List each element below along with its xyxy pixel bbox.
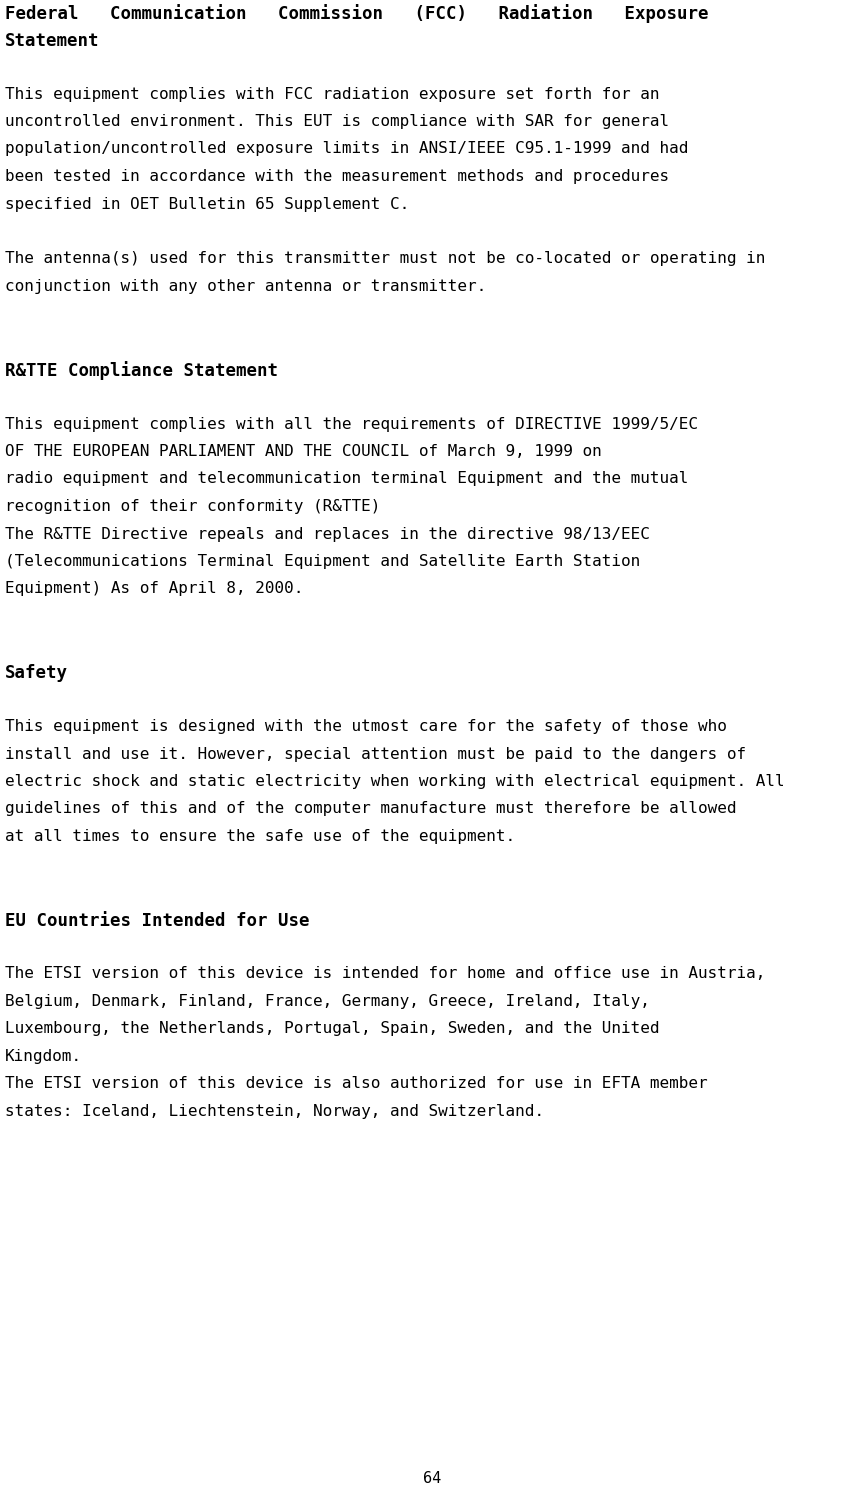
Text: recognition of their conformity (R&TTE): recognition of their conformity (R&TTE) (5, 499, 380, 514)
Text: population/uncontrolled exposure limits in ANSI/IEEE C95.1-1999 and had: population/uncontrolled exposure limits … (5, 142, 689, 157)
Text: This equipment complies with FCC radiation exposure set forth for an: This equipment complies with FCC radiati… (5, 87, 659, 102)
Text: states: Iceland, Liechtenstein, Norway, and Switzerland.: states: Iceland, Liechtenstein, Norway, … (5, 1103, 544, 1118)
Text: Kingdom.: Kingdom. (5, 1050, 82, 1065)
Text: electric shock and static electricity when working with electrical equipment. Al: electric shock and static electricity wh… (5, 773, 785, 788)
Text: R&TTE Compliance Statement: R&TTE Compliance Statement (5, 361, 278, 381)
Text: 64: 64 (422, 1471, 442, 1486)
Text: at all times to ensure the safe use of the equipment.: at all times to ensure the safe use of t… (5, 829, 515, 844)
Text: Statement: Statement (5, 31, 99, 49)
Text: (Telecommunications Terminal Equipment and Satellite Earth Station: (Telecommunications Terminal Equipment a… (5, 554, 640, 569)
Text: Safety: Safety (5, 664, 68, 682)
Text: The R&TTE Directive repeals and replaces in the directive 98/13/EEC: The R&TTE Directive repeals and replaces… (5, 527, 650, 542)
Text: Federal   Communication   Commission   (FCC)   Radiation   Exposure: Federal Communication Commission (FCC) R… (5, 4, 708, 22)
Text: The ETSI version of this device is intended for home and office use in Austria,: The ETSI version of this device is inten… (5, 966, 766, 981)
Text: been tested in accordance with the measurement methods and procedures: been tested in accordance with the measu… (5, 169, 669, 184)
Text: install and use it. However, special attention must be paid to the dangers of: install and use it. However, special att… (5, 746, 746, 761)
Text: guidelines of this and of the computer manufacture must therefore be allowed: guidelines of this and of the computer m… (5, 802, 736, 817)
Text: specified in OET Bulletin 65 Supplement C.: specified in OET Bulletin 65 Supplement … (5, 197, 410, 212)
Text: This equipment complies with all the requirements of DIRECTIVE 1999/5/EC: This equipment complies with all the req… (5, 417, 698, 431)
Text: This equipment is designed with the utmost care for the safety of those who: This equipment is designed with the utmo… (5, 720, 727, 735)
Text: radio equipment and telecommunication terminal Equipment and the mutual: radio equipment and telecommunication te… (5, 472, 689, 487)
Text: Belgium, Denmark, Finland, France, Germany, Greece, Ireland, Italy,: Belgium, Denmark, Finland, France, Germa… (5, 994, 650, 1009)
Text: The antenna(s) used for this transmitter must not be co-located or operating in: The antenna(s) used for this transmitter… (5, 251, 766, 266)
Text: Equipment) As of April 8, 2000.: Equipment) As of April 8, 2000. (5, 581, 303, 597)
Text: conjunction with any other antenna or transmitter.: conjunction with any other antenna or tr… (5, 279, 486, 294)
Text: Luxembourg, the Netherlands, Portugal, Spain, Sweden, and the United: Luxembourg, the Netherlands, Portugal, S… (5, 1021, 659, 1036)
Text: EU Countries Intended for Use: EU Countries Intended for Use (5, 912, 309, 930)
Text: uncontrolled environment. This EUT is compliance with SAR for general: uncontrolled environment. This EUT is co… (5, 113, 669, 128)
Text: OF THE EUROPEAN PARLIAMENT AND THE COUNCIL of March 9, 1999 on: OF THE EUROPEAN PARLIAMENT AND THE COUNC… (5, 443, 601, 458)
Text: The ETSI version of this device is also authorized for use in EFTA member: The ETSI version of this device is also … (5, 1076, 708, 1091)
